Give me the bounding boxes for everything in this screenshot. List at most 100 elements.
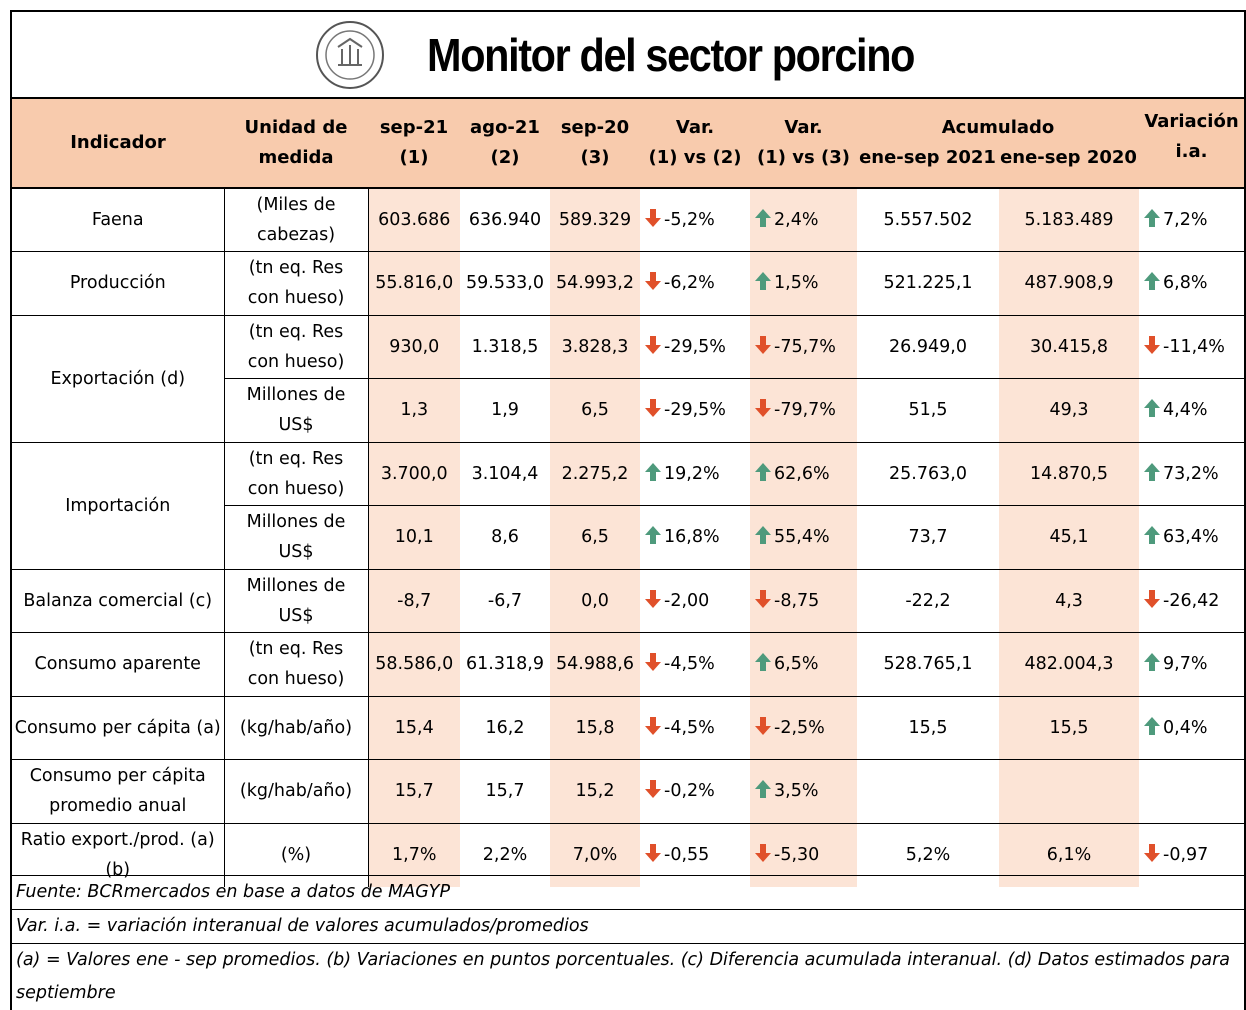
text-line: US$ bbox=[278, 605, 314, 626]
text-line: sep-21 bbox=[379, 117, 449, 138]
value: 6,1% bbox=[1046, 845, 1092, 865]
text-line: (tn eq. Res bbox=[248, 639, 344, 660]
value: 55,4% bbox=[774, 527, 830, 548]
value: 61.318,9 bbox=[466, 654, 544, 675]
data-row: Millones de US$ 10,1 8,6 6,5 16,8% 55,4% 73,7 45… bbox=[12, 505, 1244, 569]
header-cell: sep-21 (1) bbox=[368, 99, 460, 189]
text-line: medida bbox=[258, 147, 334, 168]
value-cell: -6,7 bbox=[460, 568, 550, 633]
value-cell bbox=[1139, 759, 1244, 823]
text-line: con hueso) bbox=[247, 351, 345, 372]
value: 6,5 bbox=[581, 400, 609, 421]
arrow-up bbox=[1144, 462, 1160, 481]
arrow-down bbox=[645, 272, 661, 291]
value-cell: 54.988,6 bbox=[550, 632, 640, 696]
unit-cell: (Miles de cabezas) bbox=[223, 187, 368, 252]
value-cell: -75,7% bbox=[750, 314, 857, 379]
arrow-down bbox=[645, 844, 661, 862]
value-cell: -79,7% bbox=[750, 378, 857, 442]
data-row: Millones de US$ 1,3 1,9 6,5 -29,5% -79,7% 51,5 4… bbox=[12, 378, 1244, 442]
value-cell: 8,6 bbox=[460, 505, 550, 569]
value: 5,2% bbox=[905, 845, 951, 865]
value: 6,8% bbox=[1163, 273, 1208, 294]
text-line: (1) vs (2) bbox=[648, 147, 742, 168]
indicator-cell: Faena bbox=[12, 187, 224, 252]
value-cell: -0,2% bbox=[640, 759, 750, 823]
value-cell: 636.940 bbox=[460, 187, 550, 252]
value-cell: 15,2 bbox=[550, 759, 640, 823]
value-cell: -26,42 bbox=[1139, 568, 1244, 633]
value-cell: 1,9 bbox=[460, 378, 550, 442]
value: 49,3 bbox=[1049, 400, 1089, 421]
value: 25.763,0 bbox=[889, 463, 967, 484]
value: -2,00 bbox=[664, 590, 710, 611]
value: 603.686 bbox=[378, 210, 451, 230]
text-line: con hueso) bbox=[247, 478, 345, 499]
value: 51,5 bbox=[908, 400, 948, 421]
unit-cell: (kg/hab/año) bbox=[223, 695, 368, 760]
arrow-up bbox=[755, 526, 771, 545]
value-cell: -8,7 bbox=[367, 568, 460, 633]
value: -75,7% bbox=[774, 336, 836, 357]
unit-cell: Millones de US$ bbox=[223, 378, 368, 442]
footnote: (a) = Valores ene - sep promedios. (b) V… bbox=[12, 943, 1244, 1010]
arrow-up bbox=[1144, 716, 1160, 735]
value: 59.533,0 bbox=[466, 273, 544, 294]
value-cell: 63,4% bbox=[1139, 505, 1244, 569]
value-cell: 4,3 bbox=[999, 568, 1139, 633]
value: 16,2 bbox=[485, 717, 525, 738]
value-cell bbox=[857, 759, 999, 823]
text-line: ene-sep 2021 bbox=[859, 147, 996, 168]
value: 54.993,2 bbox=[556, 273, 634, 294]
value: 62,6% bbox=[774, 463, 830, 484]
value: -0,55 bbox=[664, 845, 710, 865]
value-cell: 15,4 bbox=[367, 695, 460, 760]
value-cell: 54.993,2 bbox=[550, 251, 640, 315]
value-cell: 62,6% bbox=[750, 441, 857, 506]
value: -6,2% bbox=[664, 273, 715, 294]
data-row: Balanza comercial (c) Millones de US$ -8,7 -… bbox=[12, 568, 1244, 633]
arrow-up bbox=[755, 780, 771, 799]
value: -79,7% bbox=[774, 400, 836, 421]
value: -0,97 bbox=[1163, 845, 1209, 865]
value: 15,4 bbox=[394, 717, 434, 738]
value-cell: 61.318,9 bbox=[460, 632, 550, 696]
value-cell: 0,0 bbox=[550, 568, 640, 633]
value: 0,4% bbox=[1163, 717, 1208, 738]
value-cell: 1,3 bbox=[367, 378, 460, 442]
arrow-down bbox=[645, 399, 661, 418]
value: 2,2% bbox=[482, 845, 528, 865]
value: 1.318,5 bbox=[471, 336, 539, 357]
arrow-down bbox=[645, 780, 661, 799]
value: 930,0 bbox=[389, 336, 440, 357]
value: -5,30 bbox=[774, 845, 820, 865]
value: 3.828,3 bbox=[561, 336, 629, 357]
value: 487.908,9 bbox=[1024, 273, 1114, 294]
unit-cell: Millones de US$ bbox=[223, 505, 368, 569]
logo bbox=[316, 20, 385, 89]
value-cell: -5,2% bbox=[640, 187, 750, 252]
value-cell: 59.533,0 bbox=[460, 251, 550, 315]
value-cell: 4,4% bbox=[1139, 378, 1244, 442]
value: -4,5% bbox=[664, 717, 715, 738]
value-cell: -11,4% bbox=[1139, 314, 1244, 379]
footnote: Fuente: BCRmercados en base a datos de M… bbox=[12, 875, 1244, 909]
value: 54.988,6 bbox=[556, 654, 634, 675]
header-cell: Var. (1) vs (3) bbox=[750, 99, 857, 189]
value-cell: 73,2% bbox=[1139, 441, 1244, 506]
value: 15,7 bbox=[485, 781, 525, 802]
value: 73,2% bbox=[1163, 463, 1219, 484]
value: 63,4% bbox=[1163, 527, 1219, 548]
text-line: Acumulado bbox=[941, 117, 1055, 138]
arrow-up bbox=[1144, 526, 1160, 545]
unit-cell: (tn eq. Res con hueso) bbox=[223, 441, 368, 506]
value: 45,1 bbox=[1049, 527, 1089, 548]
value-cell: 521.225,1 bbox=[857, 251, 999, 315]
text-line: con hueso) bbox=[247, 669, 345, 690]
data-row: Exportación (d) (tn eq. Res con hueso) 930,… bbox=[12, 314, 1244, 442]
value: 15,5 bbox=[1049, 717, 1089, 738]
value-cell: 26.949,0 bbox=[857, 314, 999, 379]
unit-cell: (tn eq. Res con hueso) bbox=[223, 251, 368, 315]
arrow-down bbox=[1144, 335, 1160, 354]
